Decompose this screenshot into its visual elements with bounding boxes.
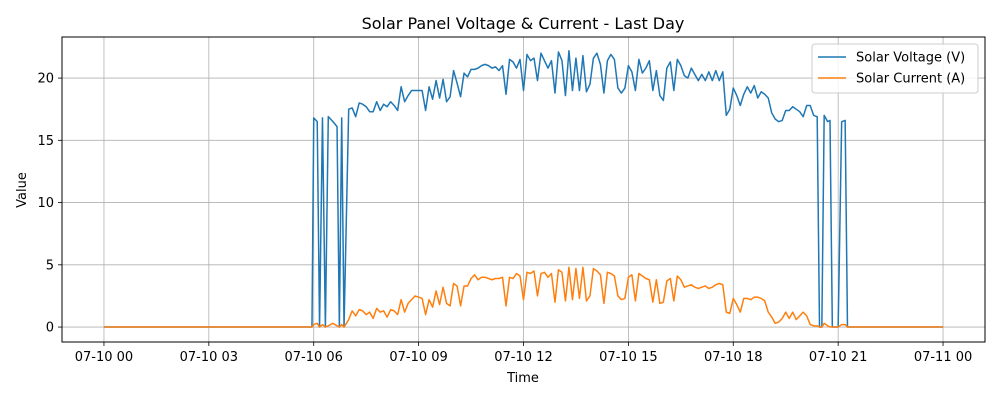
y-tick-label: 0 <box>46 321 54 336</box>
y-axis: 0 5 10 15 20 <box>37 72 62 336</box>
x-tick-label: 07-10 03 <box>180 350 238 365</box>
x-tick-label: 07-10 18 <box>704 350 762 365</box>
y-tick-label: 10 <box>37 196 54 211</box>
y-tick-label: 5 <box>46 258 54 273</box>
x-tick-label: 07-10 21 <box>809 350 867 365</box>
legend-label: Solar Voltage (V) <box>856 51 965 66</box>
series-line-voltage <box>103 49 944 328</box>
x-tick-label: 07-10 12 <box>494 350 552 365</box>
y-axis-label: Value <box>15 172 30 208</box>
legend-box <box>811 43 979 94</box>
legend: Solar Voltage (V) Solar Current (A) <box>811 43 979 94</box>
legend-label: Solar Current (A) <box>856 72 965 87</box>
x-tick-label: 07-10 09 <box>389 350 447 365</box>
y-tick-label: 15 <box>37 134 54 149</box>
x-tick-label: 07-10 15 <box>599 350 657 365</box>
x-axis-label: Time <box>506 371 539 386</box>
x-tick-label: 07-11 00 <box>914 350 972 365</box>
chart-title: Solar Panel Voltage & Current - Last Day <box>362 14 685 33</box>
x-axis: 07-10 00 07-10 03 07-10 06 07-10 09 07-10 12… <box>75 342 972 365</box>
series-line-current <box>103 266 944 328</box>
plot-area <box>103 49 944 328</box>
y-tick-label: 20 <box>37 72 54 87</box>
x-tick-label: 07-10 06 <box>285 350 343 365</box>
x-tick-label: 07-10 00 <box>75 350 133 365</box>
